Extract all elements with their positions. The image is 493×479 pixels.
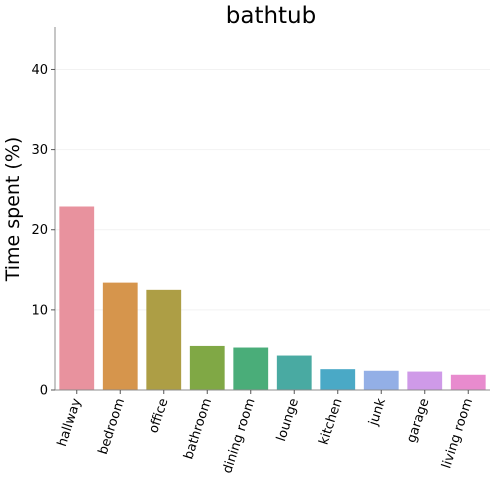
- bar-living-room: [450, 374, 486, 390]
- y-tick-label: 0: [40, 384, 48, 399]
- x-tick-label: office: [146, 397, 171, 436]
- bar-bedroom: [102, 282, 138, 390]
- bar-kitchen: [320, 369, 356, 390]
- bar-garage: [407, 371, 443, 390]
- y-tick-label: 20: [31, 223, 48, 238]
- y-ticks: 0 10 20 30 40: [31, 63, 55, 399]
- x-tick-label: junk: [366, 396, 389, 428]
- chart-title: bathtub: [226, 3, 316, 29]
- y-tick-label: 10: [31, 303, 48, 318]
- x-tick-label: lounge: [274, 397, 302, 444]
- bar-office: [146, 289, 182, 390]
- x-ticks: hallway bedroom office bathroom dining room l…: [55, 390, 476, 475]
- x-tick-label: dining room: [220, 397, 258, 476]
- x-tick-label: hallway: [55, 396, 85, 448]
- y-axis-label: Time spent (%): [2, 137, 24, 283]
- y-tick-label: 40: [31, 63, 48, 78]
- bar-dining-room: [233, 347, 269, 390]
- y-tick-label: 30: [31, 143, 48, 158]
- x-tick-label: bedroom: [96, 397, 128, 457]
- bar-lounge: [276, 355, 312, 390]
- x-tick-label: garage: [404, 397, 432, 445]
- bars: [59, 206, 486, 390]
- bar-bathroom: [189, 345, 225, 390]
- x-tick-label: living room: [439, 397, 476, 471]
- bar-hallway: [59, 206, 95, 390]
- grid-lines: [55, 68, 490, 311]
- bar-junk: [363, 370, 399, 390]
- x-tick-label: kitchen: [316, 397, 345, 447]
- x-tick-label: bathroom: [181, 397, 215, 462]
